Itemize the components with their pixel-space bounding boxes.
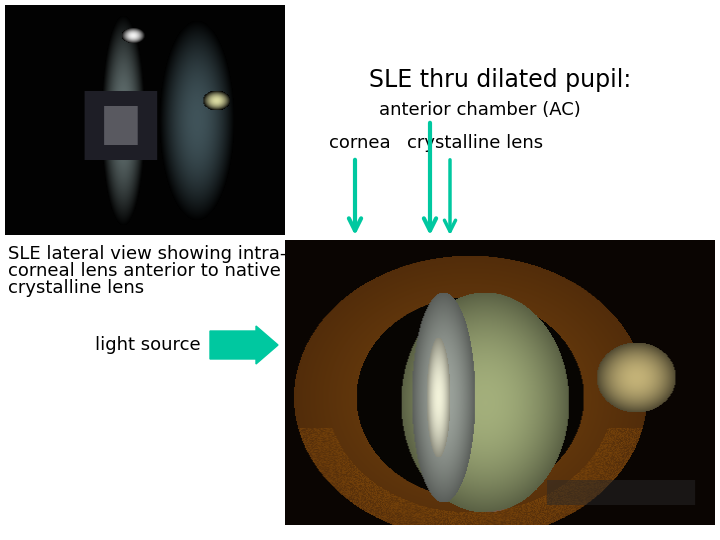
Text: crystalline lens: crystalline lens — [8, 279, 144, 297]
Text: light source: light source — [95, 336, 201, 354]
Text: SLE lateral view showing intra-: SLE lateral view showing intra- — [8, 245, 287, 263]
Text: anterior chamber (AC): anterior chamber (AC) — [379, 101, 581, 119]
FancyArrow shape — [210, 326, 278, 364]
Text: cornea: cornea — [329, 134, 391, 152]
Text: SLE thru dilated pupil:: SLE thru dilated pupil: — [369, 68, 631, 92]
Text: corneal lens anterior to native: corneal lens anterior to native — [8, 262, 281, 280]
Text: crystalline lens: crystalline lens — [407, 134, 543, 152]
